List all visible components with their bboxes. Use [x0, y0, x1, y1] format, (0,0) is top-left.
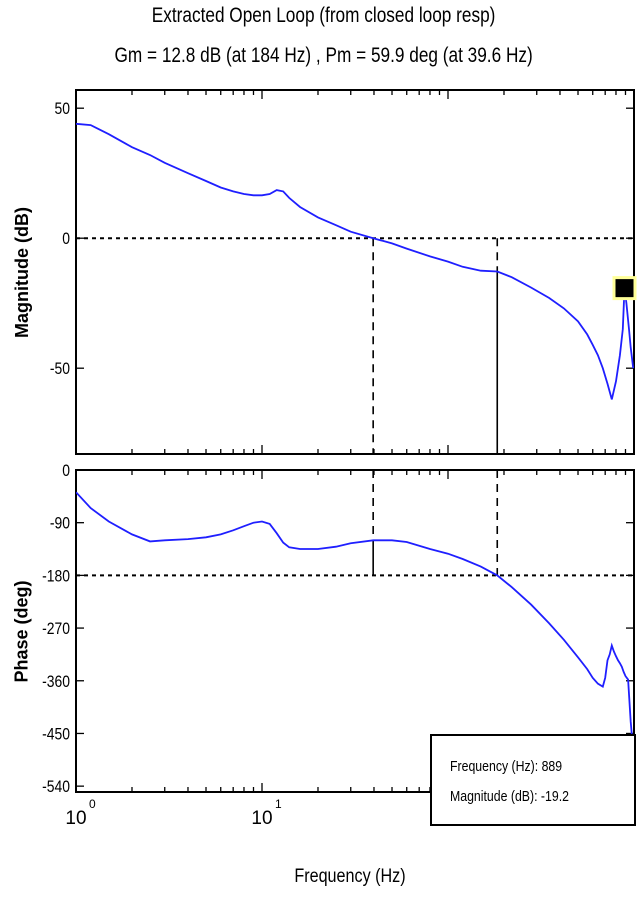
series-line — [76, 122, 634, 400]
magnitude-ylabel: Magnitude (dB) — [11, 206, 32, 338]
figure-title-line1: Extracted Open Loop (from closed loop re… — [151, 4, 496, 27]
x-tick-label: 10 — [251, 808, 272, 829]
y-tick-label: 50 — [55, 100, 71, 119]
x-tick-exponent: 0 — [89, 797, 96, 811]
figure-title-line2: Gm = 12.8 dB (at 184 Hz) , Pm = 59.9 deg… — [114, 44, 533, 67]
series-line — [76, 491, 634, 752]
data-tip-frequency: Frequency (Hz): 889 — [450, 758, 563, 775]
magnitude-plot: 50 0 -50 — [50, 89, 637, 455]
y-tick-label: -450 — [42, 725, 70, 744]
y-tick-label: 0 — [62, 230, 70, 249]
x-tick-exponent: 1 — [275, 797, 282, 811]
y-tick-label: -360 — [42, 673, 70, 692]
y-tick-label: -180 — [42, 567, 70, 586]
x-axis-label: Frequency (Hz) — [294, 866, 406, 887]
y-tick-label: 0 — [62, 462, 70, 481]
y-tick-label: -540 — [42, 778, 70, 797]
y-tick-label: -50 — [50, 360, 70, 379]
y-tick-label: -270 — [42, 620, 70, 639]
x-tick-label: 10 — [65, 808, 86, 829]
y-tick-label: -90 — [50, 514, 70, 533]
data-tip-box[interactable]: Frequency (Hz): 889 Magnitude (dB): -19.… — [430, 734, 636, 826]
data-tip-magnitude: Magnitude (dB): -19.2 — [450, 788, 569, 805]
phase-ylabel: Phase (deg) — [11, 579, 32, 683]
axes-box — [75, 89, 635, 455]
data-cursor-marker — [615, 279, 634, 298]
